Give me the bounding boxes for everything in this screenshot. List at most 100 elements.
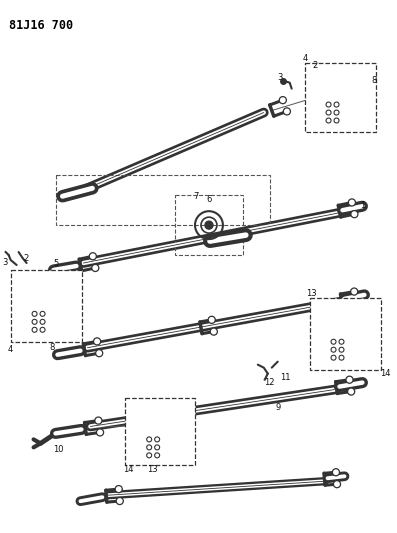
Circle shape [336,306,339,310]
Text: 3: 3 [277,73,282,82]
Circle shape [349,390,353,394]
Circle shape [285,109,289,114]
Circle shape [346,317,353,323]
Circle shape [331,95,334,99]
Circle shape [47,289,54,295]
Circle shape [331,71,334,75]
Circle shape [94,338,100,345]
Circle shape [96,418,100,423]
Circle shape [138,414,145,421]
Circle shape [95,417,102,424]
Text: 4: 4 [303,54,308,63]
Circle shape [334,470,338,474]
Circle shape [116,487,121,491]
Bar [56,175,270,225]
Circle shape [279,96,286,103]
Text: 4: 4 [8,345,13,354]
Circle shape [336,330,339,334]
Circle shape [343,83,346,86]
Circle shape [118,499,122,503]
Text: 2: 2 [312,61,317,70]
Text: 9: 9 [275,403,280,412]
Circle shape [210,328,217,335]
Bar [175,195,243,255]
Circle shape [93,266,98,270]
Circle shape [212,329,216,334]
Circle shape [319,83,322,86]
Circle shape [37,278,40,282]
Circle shape [208,316,215,324]
Circle shape [334,328,341,335]
Circle shape [348,388,355,395]
Text: 6: 6 [206,195,212,204]
Bar [125,398,195,465]
Circle shape [324,318,328,321]
Circle shape [333,481,341,488]
Text: 14: 14 [380,369,391,378]
Text: 11: 11 [280,373,291,382]
Text: 7: 7 [193,192,198,201]
Circle shape [96,429,104,436]
Bar [310,298,382,370]
Circle shape [163,416,167,419]
Circle shape [35,277,42,283]
Text: 8: 8 [50,343,55,352]
Circle shape [351,288,358,295]
Text: 81J16 700: 81J16 700 [9,19,73,32]
Circle shape [335,482,339,486]
Circle shape [95,339,99,344]
Circle shape [327,79,338,90]
Text: 3: 3 [2,257,8,266]
Circle shape [332,314,343,325]
Circle shape [205,221,213,229]
Circle shape [151,403,155,407]
Circle shape [281,98,285,102]
Circle shape [116,497,123,505]
Bar [304,63,376,133]
Text: 14: 14 [123,465,133,474]
Circle shape [98,430,102,434]
Circle shape [115,486,122,492]
Circle shape [283,108,290,115]
Text: 12: 12 [264,378,275,387]
Circle shape [330,69,336,76]
Text: 5: 5 [53,259,58,268]
Circle shape [346,376,353,383]
Circle shape [354,301,358,305]
Circle shape [25,290,29,294]
Text: 10: 10 [53,445,64,454]
Circle shape [35,301,42,307]
Circle shape [330,93,336,100]
Circle shape [92,264,99,271]
Circle shape [334,305,341,311]
Circle shape [150,426,156,433]
Circle shape [350,200,354,205]
Circle shape [49,290,52,294]
Circle shape [351,211,358,217]
Circle shape [89,253,96,260]
Circle shape [37,302,40,305]
Text: 2: 2 [23,254,28,263]
Circle shape [23,289,30,295]
Circle shape [322,317,329,323]
Circle shape [148,412,158,423]
Circle shape [97,351,101,356]
Circle shape [162,414,168,421]
Bar [11,270,83,342]
Circle shape [33,287,44,297]
Circle shape [317,82,324,88]
Circle shape [353,300,360,307]
Circle shape [348,318,351,321]
Circle shape [332,469,339,476]
Circle shape [210,318,214,322]
Circle shape [349,199,355,206]
Text: 1: 1 [360,201,365,209]
Circle shape [347,377,352,382]
Circle shape [341,82,348,88]
Text: 13: 13 [306,289,317,298]
Circle shape [150,402,156,409]
Circle shape [151,427,155,431]
Circle shape [96,350,103,357]
Text: 13: 13 [147,465,158,474]
Circle shape [352,212,357,216]
